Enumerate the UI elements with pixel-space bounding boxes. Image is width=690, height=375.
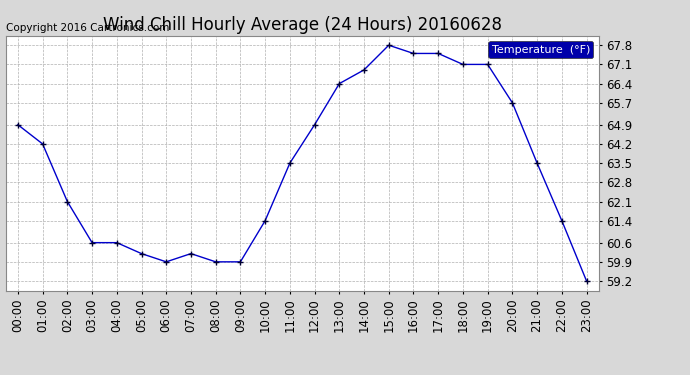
- Title: Wind Chill Hourly Average (24 Hours) 20160628: Wind Chill Hourly Average (24 Hours) 201…: [103, 16, 502, 34]
- Text: Copyright 2016 Cartronics.com: Copyright 2016 Cartronics.com: [6, 23, 169, 33]
- Legend: Temperature  (°F): Temperature (°F): [489, 41, 593, 58]
